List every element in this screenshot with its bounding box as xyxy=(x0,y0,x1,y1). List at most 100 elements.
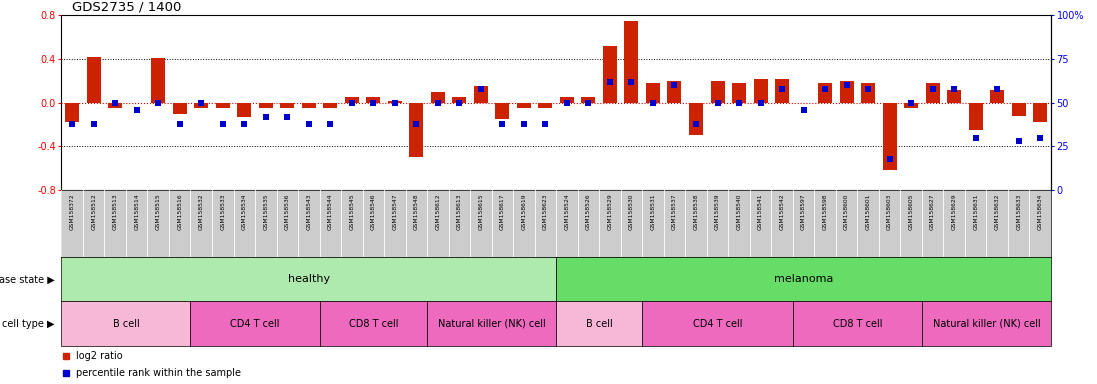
Text: GSM158537: GSM158537 xyxy=(672,194,677,230)
Text: GSM158541: GSM158541 xyxy=(758,194,764,230)
Text: GSM158623: GSM158623 xyxy=(543,194,547,230)
Bar xyxy=(109,103,122,108)
Bar xyxy=(83,190,104,257)
Text: CD8 T cell: CD8 T cell xyxy=(833,318,882,329)
Bar xyxy=(169,190,191,257)
Bar xyxy=(732,83,746,103)
Bar xyxy=(556,301,642,346)
Bar xyxy=(1033,103,1048,122)
Text: GSM158531: GSM158531 xyxy=(651,194,656,230)
Bar xyxy=(793,301,921,346)
Bar xyxy=(901,190,921,257)
Bar xyxy=(578,190,599,257)
Text: GSM158613: GSM158613 xyxy=(456,194,462,230)
Bar xyxy=(646,83,660,103)
Bar xyxy=(319,301,427,346)
Bar xyxy=(61,190,83,257)
Bar xyxy=(449,190,471,257)
Text: cell type ▶: cell type ▶ xyxy=(2,318,55,329)
Bar xyxy=(986,190,1008,257)
Bar xyxy=(474,86,488,103)
Bar xyxy=(147,190,169,257)
Text: GSM158617: GSM158617 xyxy=(500,194,505,230)
Bar xyxy=(883,103,896,170)
Text: GSM158601: GSM158601 xyxy=(866,194,871,230)
Text: GSM158513: GSM158513 xyxy=(113,194,117,230)
Bar xyxy=(341,190,363,257)
Text: GSM158597: GSM158597 xyxy=(801,194,806,230)
Bar xyxy=(61,301,191,346)
Bar xyxy=(409,103,423,157)
Bar xyxy=(947,89,961,103)
Bar xyxy=(667,81,681,103)
Text: GSM158538: GSM158538 xyxy=(693,194,699,230)
Bar xyxy=(255,190,276,257)
Text: B cell: B cell xyxy=(586,318,612,329)
Bar xyxy=(559,97,574,103)
Text: GSM158532: GSM158532 xyxy=(199,194,204,230)
Bar xyxy=(689,103,703,136)
Bar xyxy=(237,103,251,117)
Bar xyxy=(388,101,402,103)
Text: GSM158627: GSM158627 xyxy=(930,194,935,230)
Text: GSM158542: GSM158542 xyxy=(780,194,784,230)
Bar xyxy=(921,190,943,257)
Bar xyxy=(776,79,789,103)
Bar xyxy=(324,103,337,108)
Bar xyxy=(491,190,513,257)
Bar xyxy=(621,190,642,257)
Text: GSM158548: GSM158548 xyxy=(414,194,419,230)
Bar xyxy=(384,190,406,257)
Bar xyxy=(259,103,273,108)
Bar xyxy=(965,190,986,257)
Text: GSM158629: GSM158629 xyxy=(951,194,957,230)
Bar xyxy=(969,103,983,130)
Text: GDS2735 / 1400: GDS2735 / 1400 xyxy=(72,0,182,13)
Text: GSM158545: GSM158545 xyxy=(349,194,354,230)
Bar xyxy=(471,190,491,257)
Text: GSM158547: GSM158547 xyxy=(393,194,397,230)
Bar xyxy=(858,190,879,257)
Bar xyxy=(363,190,384,257)
Text: GSM158515: GSM158515 xyxy=(156,194,161,230)
Bar xyxy=(814,190,836,257)
Text: GSM158600: GSM158600 xyxy=(844,194,849,230)
Bar xyxy=(517,103,531,108)
Text: GSM158603: GSM158603 xyxy=(887,194,892,230)
Bar xyxy=(1011,103,1026,116)
Bar xyxy=(534,190,556,257)
Bar xyxy=(406,190,427,257)
Text: GSM158529: GSM158529 xyxy=(608,194,612,230)
Bar xyxy=(728,190,749,257)
Text: GSM158514: GSM158514 xyxy=(134,194,139,230)
Text: GSM158633: GSM158633 xyxy=(1016,194,1021,230)
Text: GSM158536: GSM158536 xyxy=(285,194,290,230)
Text: GSM158530: GSM158530 xyxy=(629,194,634,230)
Bar xyxy=(839,81,853,103)
Bar xyxy=(943,190,965,257)
Bar xyxy=(151,58,166,103)
Text: log2 ratio: log2 ratio xyxy=(77,351,123,361)
Text: GSM158634: GSM158634 xyxy=(1038,194,1042,230)
Bar xyxy=(556,257,1051,301)
Bar xyxy=(581,97,596,103)
Text: GSM158512: GSM158512 xyxy=(91,194,97,230)
Text: GSM158632: GSM158632 xyxy=(995,194,999,230)
Bar xyxy=(1029,190,1051,257)
Text: GSM158533: GSM158533 xyxy=(220,194,225,230)
Bar xyxy=(771,190,793,257)
Text: GSM158534: GSM158534 xyxy=(241,194,247,230)
Text: GSM158516: GSM158516 xyxy=(178,194,182,230)
Bar xyxy=(191,301,319,346)
Bar xyxy=(879,190,901,257)
Bar xyxy=(991,89,1004,103)
Bar xyxy=(427,301,556,346)
Text: GSM158539: GSM158539 xyxy=(715,194,720,230)
Text: GSM158605: GSM158605 xyxy=(908,194,914,230)
Text: GSM158544: GSM158544 xyxy=(328,194,332,230)
Bar xyxy=(344,97,359,103)
Bar xyxy=(706,190,728,257)
Bar xyxy=(904,103,918,108)
Text: GSM158612: GSM158612 xyxy=(436,194,440,230)
Bar xyxy=(212,190,234,257)
